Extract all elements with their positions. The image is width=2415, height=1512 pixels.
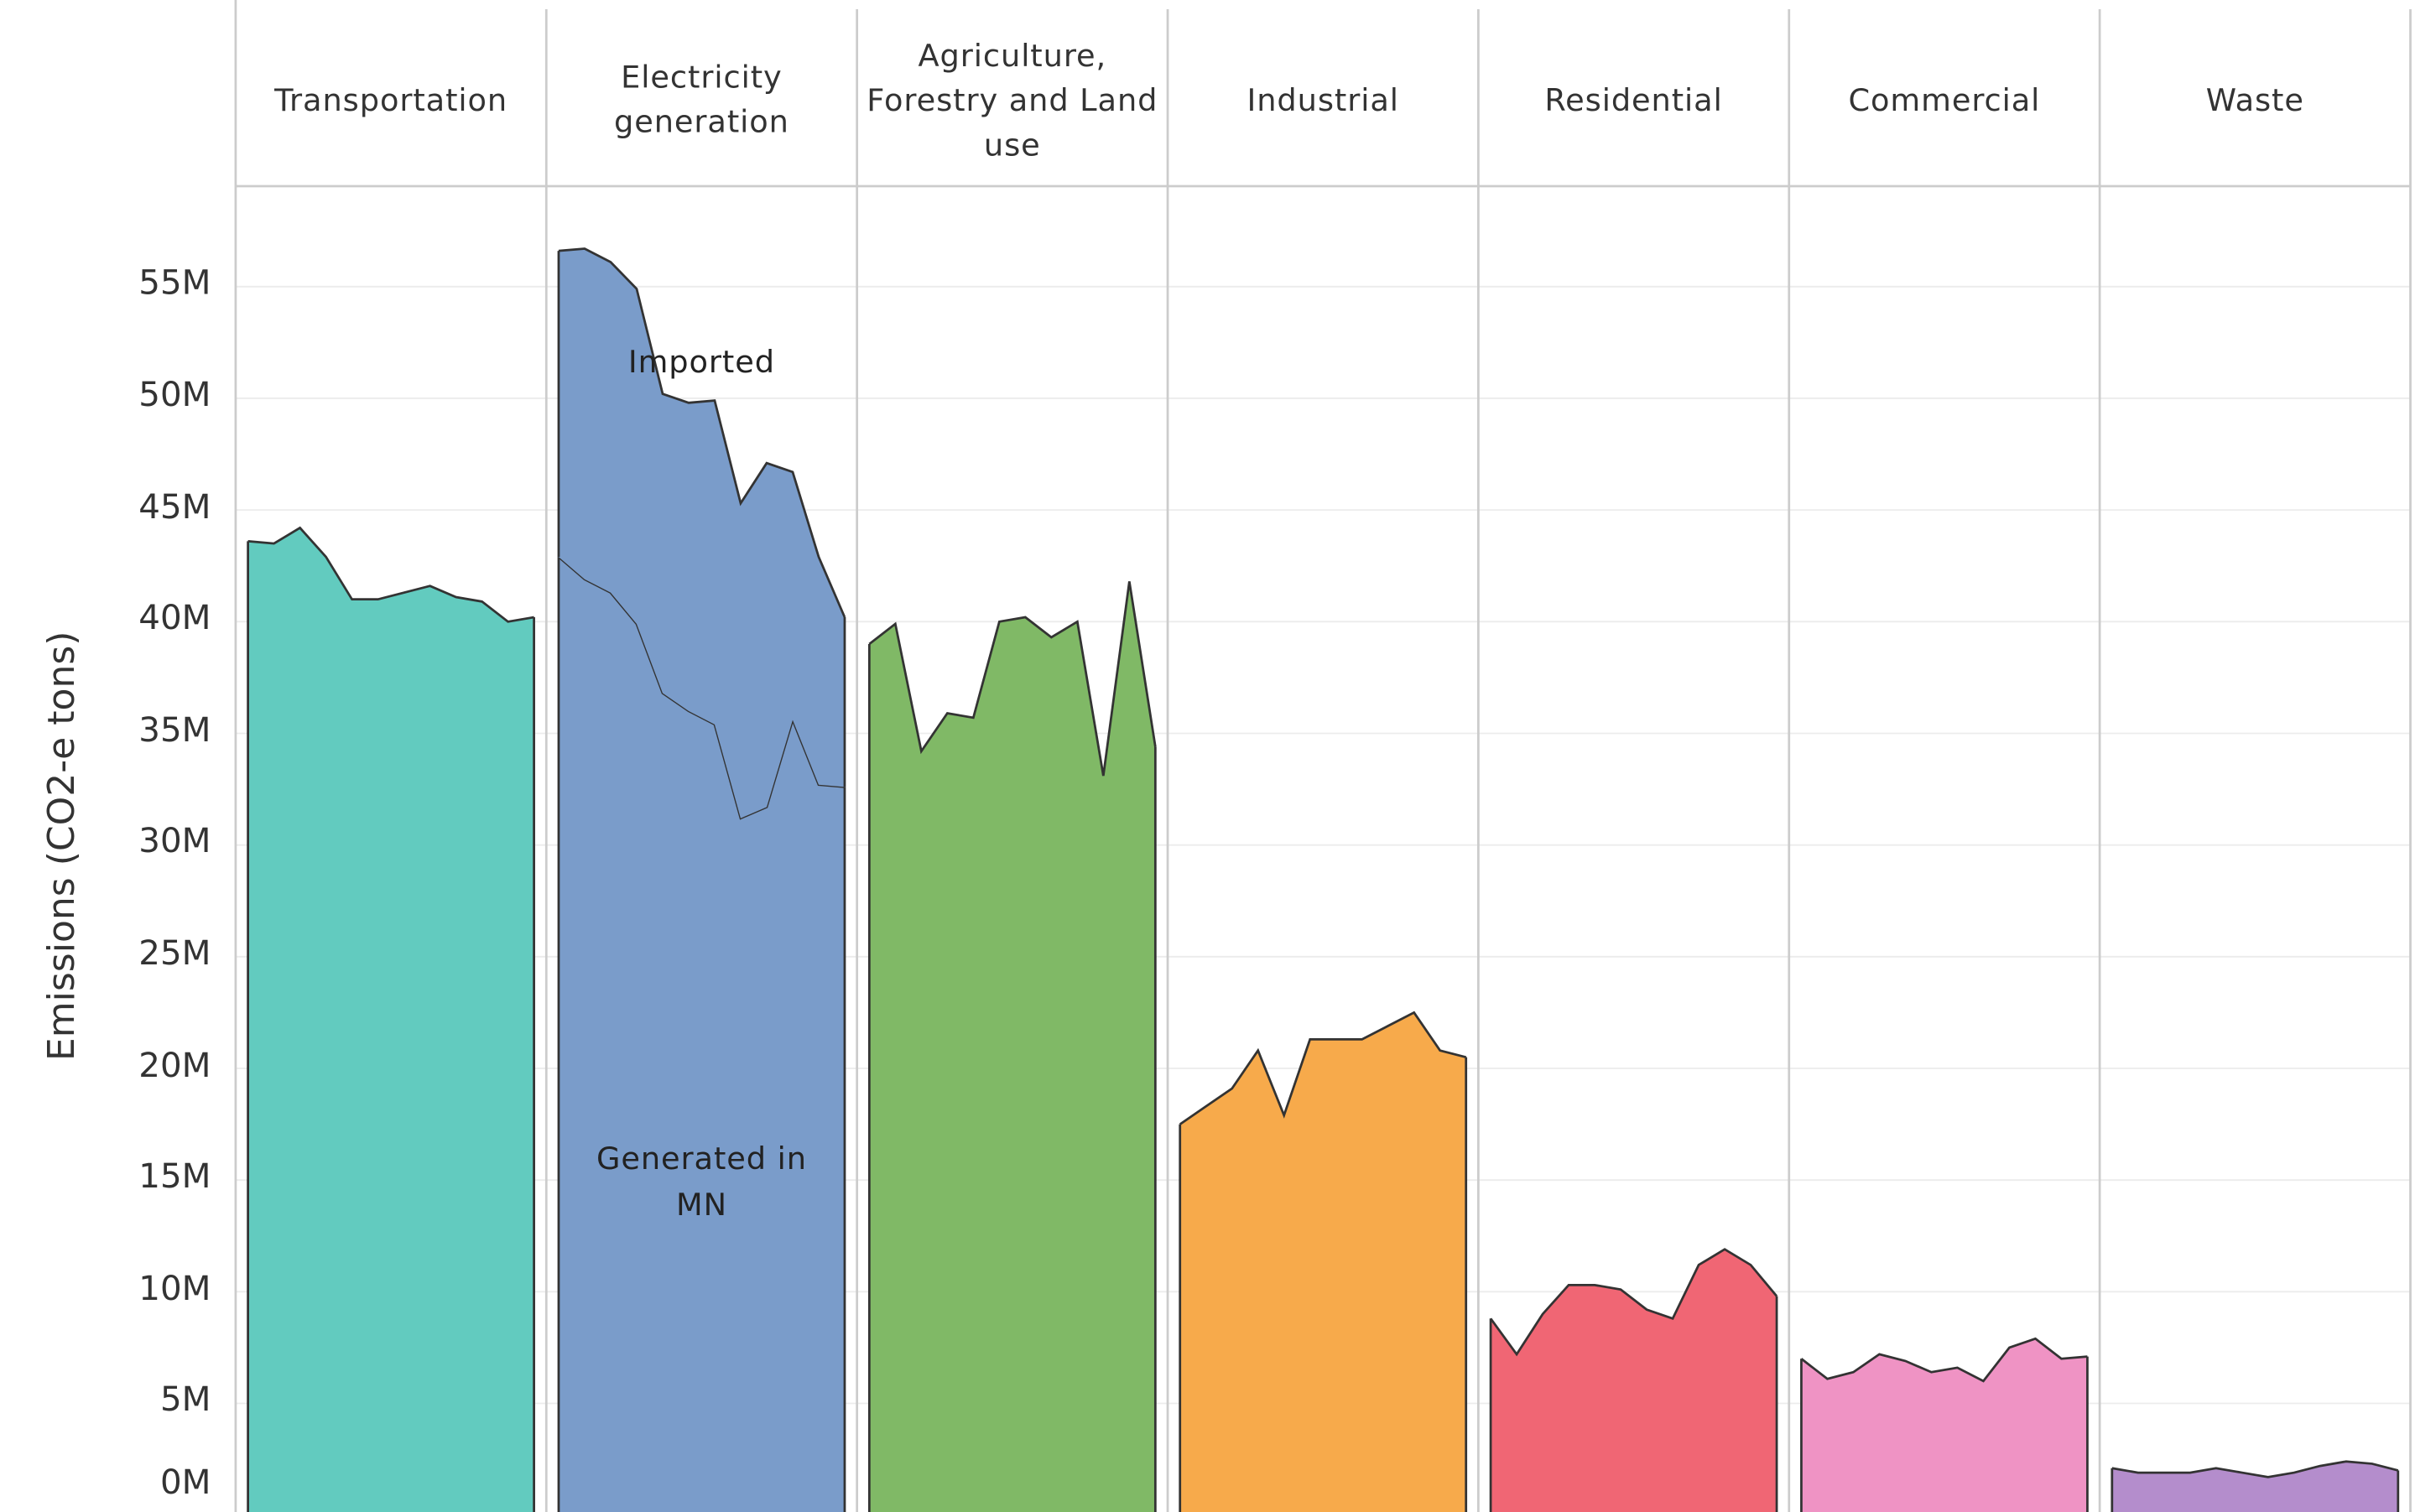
area — [2111, 1461, 2398, 1512]
area-outline — [2111, 1460, 2399, 1478]
y-tick-label: 30M — [138, 823, 211, 862]
y-tick-label: 5M — [159, 1381, 211, 1421]
panel-title: Electricity generation — [613, 58, 789, 140]
y-tick-label: 45M — [138, 488, 211, 527]
panel-title: Commercial — [1848, 81, 2041, 118]
y-tick-label: 15M — [138, 1158, 211, 1198]
area-outline — [247, 526, 534, 623]
area — [558, 557, 845, 1512]
y-tick-label: 35M — [138, 711, 211, 751]
y-tick-label: 25M — [138, 935, 211, 974]
area — [558, 248, 845, 818]
y-tick-label: 55M — [138, 265, 211, 304]
y-axis-label: Emissions (CO2-e tons) — [39, 631, 84, 1062]
y-tick-label: 40M — [138, 600, 211, 639]
panel-title: Agriculture, Forestry and Land use — [867, 36, 1158, 163]
area-outline — [868, 581, 1157, 777]
series-label: Generated in MN — [596, 1140, 807, 1224]
y-tick-label: 10M — [138, 1270, 211, 1309]
area — [247, 527, 534, 1512]
y-tick-label: 20M — [138, 1047, 211, 1086]
area — [1801, 1338, 2088, 1512]
area-outline — [1489, 1248, 1778, 1357]
area — [1491, 1249, 1777, 1512]
series-label: Imported — [627, 342, 776, 380]
area-outline — [1179, 1011, 1467, 1125]
area — [1179, 1012, 1466, 1512]
area-outline — [1800, 1337, 2088, 1383]
panel-title: Waste — [2205, 81, 2304, 118]
area — [869, 581, 1156, 1512]
y-tick-label: 50M — [138, 377, 211, 416]
y-tick-label: 0M — [159, 1464, 211, 1504]
area-outline — [558, 247, 846, 618]
panel-title: Industrial — [1247, 81, 1399, 118]
panel-title: Transportation — [274, 81, 508, 118]
panel-title: Residential — [1544, 81, 1723, 118]
